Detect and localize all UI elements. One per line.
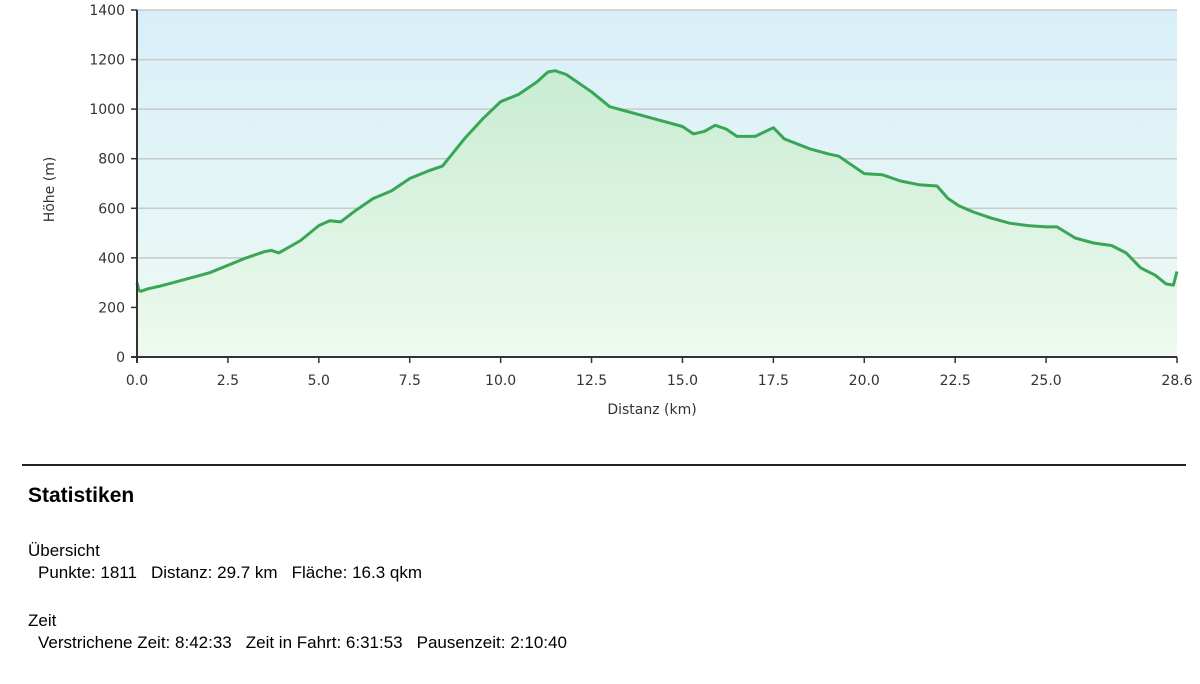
- x-tick-label: 10.0: [485, 373, 516, 389]
- section-divider: [22, 464, 1186, 466]
- x-tick-label: 12.5: [576, 373, 607, 389]
- x-tick-label: 2.5: [217, 373, 239, 389]
- stat-pause-time-label: Pausenzeit:: [416, 633, 506, 652]
- time-row: Verstrichene Zeit: 8:42:33 Zeit in Fahrt:…: [28, 632, 581, 654]
- x-tick-label: 7.5: [399, 373, 421, 389]
- x-tick-label: 17.5: [758, 373, 789, 389]
- stat-area-label: Fläche:: [291, 563, 348, 582]
- statistics-title: Statistiken: [28, 484, 135, 507]
- y-tick-label: 800: [98, 152, 125, 168]
- y-tick-label: 1000: [89, 102, 125, 118]
- stat-distance-label: Distanz:: [150, 563, 213, 582]
- overview-group: Übersicht Punkte: 1811 Distanz: 29.7 km Fl…: [28, 540, 436, 584]
- x-tick-label: 0.0: [126, 373, 148, 389]
- y-tick-label: 0: [116, 350, 125, 366]
- y-tick-label: 600: [98, 201, 125, 217]
- stat-area-value: 16.3 qkm: [352, 563, 423, 582]
- x-tick-label: 5.0: [308, 373, 330, 389]
- stat-distance: Distanz: 29.7 km: [151, 563, 278, 582]
- x-tick-label: 20.0: [849, 373, 880, 389]
- stat-distance-value: 29.7 km: [217, 563, 278, 582]
- y-axis-title: Höhe (m): [42, 157, 58, 223]
- stat-pause-time-value: 2:10:40: [510, 633, 567, 652]
- elevation-line: [135, 69, 1179, 293]
- stat-area: Fläche: 16.3 qkm: [292, 563, 422, 582]
- x-tick-label: 22.5: [940, 373, 971, 389]
- stat-elapsed-time-label: Verstrichene Zeit:: [38, 633, 171, 652]
- elevation-area: [137, 70, 1177, 357]
- x-tick-label: 28.6: [1161, 373, 1192, 389]
- time-group: Zeit Verstrichene Zeit: 8:42:33 Zeit in F…: [28, 610, 581, 654]
- stat-moving-time: Zeit in Fahrt: 6:31:53: [246, 633, 403, 652]
- statistics-section: Statistiken Übersicht Punkte: 1811 Distan…: [28, 482, 1178, 652]
- stat-elapsed-time-value: 8:42:33: [175, 633, 232, 652]
- overview-row: Punkte: 1811 Distanz: 29.7 km Fläche: 16.3…: [28, 562, 436, 584]
- stat-points-label: Punkte:: [38, 563, 96, 582]
- stat-moving-time-value: 6:31:53: [345, 633, 403, 652]
- y-tick-label: 400: [98, 251, 125, 267]
- elevation-chart: 0 200 400 600 800 1000 1200 1400 0.0 2.5 5.0 7.5 10.…: [42, 3, 1193, 418]
- time-label: Zeit: [28, 611, 57, 630]
- elevation-chart-svg: 0 200 400 600 800 1000 1200 1400 0.0 2.5 5.0 7.5 10.…: [42, 3, 1193, 418]
- y-tick-label: 200: [98, 300, 125, 316]
- stat-points: Punkte: 1811: [38, 563, 137, 582]
- y-tick-label: 1200: [89, 53, 125, 69]
- stat-moving-time-label: Zeit in Fahrt:: [245, 633, 342, 652]
- x-axis-title: Distanz (km): [607, 402, 696, 418]
- x-tick-label: 25.0: [1031, 373, 1062, 389]
- stat-points-value: 1811: [100, 563, 137, 582]
- stat-pause-time: Pausenzeit: 2:10:40: [417, 633, 567, 652]
- overview-label: Übersicht: [28, 541, 100, 560]
- x-tick-label: 15.0: [667, 373, 698, 389]
- y-tick-label: 1400: [89, 3, 125, 19]
- stat-elapsed-time: Verstrichene Zeit: 8:42:33: [38, 633, 232, 652]
